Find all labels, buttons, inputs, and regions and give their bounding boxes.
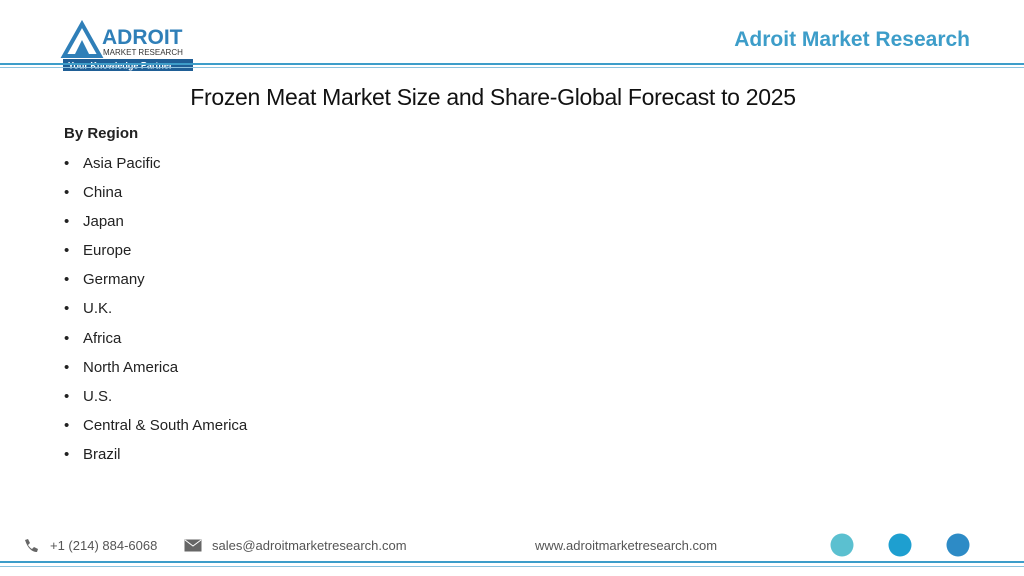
logo-band [63,59,193,71]
region-label: Europe [83,242,132,260]
mail-icon [184,539,202,552]
title: Frozen Meat Market Size and Share-Global… [190,84,796,110]
website: www.adroitmarketresearch.com [535,538,718,553]
bullet: • [64,358,70,376]
region-item: • Brazil [64,440,247,469]
footer-rule [0,566,1024,567]
region-item: • North America [64,353,247,382]
region-item: • Germany [64,265,247,294]
region-label: Germany [83,271,145,289]
bullet: • [64,213,70,231]
logo-tagline: Your Knowledge Partner [68,61,173,71]
bullet: • [64,445,70,463]
bullet: • [64,155,70,172]
region-item: • Central & South America [64,411,247,440]
dots [830,533,970,557]
bullet: • [64,242,70,260]
section-heading: By Region [64,125,139,142]
bullet: • [64,271,70,289]
region-item: • U.K. [64,294,247,323]
footer-rule [0,561,1024,563]
logo-sub: MARKET RESEARCH [103,48,183,57]
region-list: • Asia Pacific • China • Japan • Europe • Germany… [64,149,247,469]
brand: Adroit Market Research [734,28,970,51]
region-label: Asia Pacific [83,155,161,172]
region-label: Brazil [83,445,121,463]
bullet: • [64,387,70,405]
region-item: • Europe [64,236,247,265]
region-item: • Asia Pacific [64,149,247,178]
header-rule [0,67,1024,68]
logo: ADROIT MARKET RESEARCH Your Knowledge Pa… [60,20,193,71]
region-label: Central & South America [83,416,248,434]
header-rule [0,63,1024,65]
bullet: • [64,329,70,347]
region-item: • Japan [64,207,247,236]
region-item: • China [64,178,247,207]
region-label: North America [83,358,179,376]
logo-icon [74,40,90,56]
region-label: China [83,184,123,202]
logo-name: ADROIT [102,26,183,49]
region-label: U.S. [83,387,113,405]
bullet: • [64,300,70,318]
region-item: • Africa [64,324,247,353]
region-label: Africa [83,329,122,347]
bullet: • [64,416,70,434]
region-label: U.K. [83,300,113,318]
email: sales@adroitmarketresearch.com [212,538,407,553]
region-label: Japan [83,213,124,231]
phone-icon [25,539,38,552]
phone: +1 (214) 884-6068 [50,538,158,553]
bullet: • [64,184,70,202]
region-item: • U.S. [64,382,247,411]
